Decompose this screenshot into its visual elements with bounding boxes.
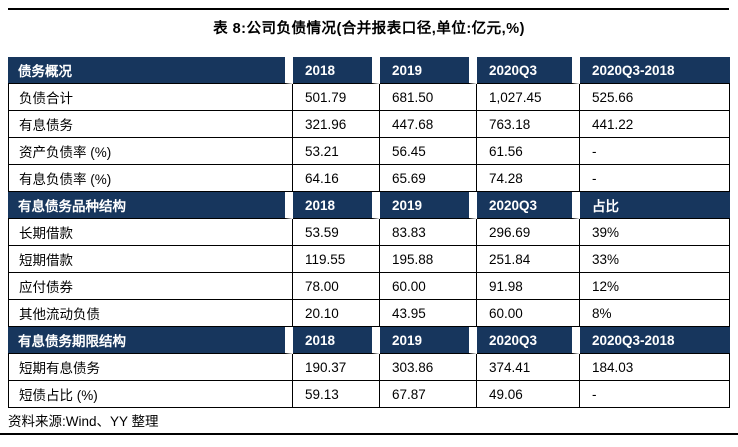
cell-value: 251.84 bbox=[477, 246, 580, 273]
row-label: 负债合计 bbox=[8, 84, 293, 111]
cell-value: 681.50 bbox=[380, 84, 477, 111]
cell-value: 441.22 bbox=[580, 111, 730, 138]
cell-value: 78.00 bbox=[293, 273, 380, 300]
row-label: 短债占比 (%) bbox=[8, 381, 293, 408]
cell-value: 59.13 bbox=[293, 381, 380, 408]
bottom-divider-rule bbox=[0, 433, 738, 435]
table-title: 表 8:公司负债情况(合并报表口径,单位:亿元,%) bbox=[213, 21, 525, 37]
cell-value: 190.37 bbox=[293, 354, 380, 381]
table-row: 短债占比 (%) 59.13 67.87 49.06 - bbox=[8, 381, 730, 408]
row-label: 短期有息债务 bbox=[8, 354, 293, 381]
table-row: 短期借款 119.55 195.88 251.84 33% bbox=[8, 246, 730, 273]
top-divider-rule bbox=[8, 8, 729, 10]
row-label: 长期借款 bbox=[8, 219, 293, 246]
cell-value: 56.45 bbox=[380, 138, 477, 165]
cell-value: - bbox=[580, 381, 730, 408]
cell-value: 43.95 bbox=[380, 300, 477, 327]
section-header-row-debt-overview: 债务概况 2018 2019 2020Q3 2020Q3-2018 bbox=[8, 57, 730, 84]
cell-value: 33% bbox=[580, 246, 730, 273]
cell-value: 39% bbox=[580, 219, 730, 246]
row-label: 有息负债率 (%) bbox=[8, 165, 293, 192]
row-label: 其他流动负债 bbox=[8, 300, 293, 327]
column-header: 2018 bbox=[293, 57, 380, 84]
cell-value: 501.79 bbox=[293, 84, 380, 111]
column-header: 2019 bbox=[380, 192, 477, 219]
cell-value: 53.59 bbox=[293, 219, 380, 246]
cell-value: 12% bbox=[580, 273, 730, 300]
cell-value: 195.88 bbox=[380, 246, 477, 273]
row-label: 有息债务 bbox=[8, 111, 293, 138]
cell-value: 447.68 bbox=[380, 111, 477, 138]
cell-value: 67.87 bbox=[380, 381, 477, 408]
cell-value: 64.16 bbox=[293, 165, 380, 192]
cell-value: 83.83 bbox=[380, 219, 477, 246]
row-label: 短期借款 bbox=[8, 246, 293, 273]
cell-value: 763.18 bbox=[477, 111, 580, 138]
column-header: 2020Q3-2018 bbox=[580, 57, 730, 84]
column-header: 2020Q3 bbox=[477, 192, 580, 219]
debt-table: 债务概况 2018 2019 2020Q3 2020Q3-2018 负债合计 5… bbox=[8, 57, 730, 408]
cell-value: 20.10 bbox=[293, 300, 380, 327]
table-row: 其他流动负债 20.10 43.95 60.00 8% bbox=[8, 300, 730, 327]
cell-value: 119.55 bbox=[293, 246, 380, 273]
cell-value: - bbox=[580, 165, 730, 192]
cell-value: 74.28 bbox=[477, 165, 580, 192]
row-label: 应付债券 bbox=[8, 273, 293, 300]
row-label: 资产负债率 (%) bbox=[8, 138, 293, 165]
source-note: 资料来源:Wind、YY 整理 bbox=[8, 414, 159, 429]
cell-value: 8% bbox=[580, 300, 730, 327]
column-header: 2020Q3-2018 bbox=[580, 327, 730, 354]
cell-value: 374.41 bbox=[477, 354, 580, 381]
cell-value: 60.00 bbox=[380, 273, 477, 300]
cell-value: 525.66 bbox=[580, 84, 730, 111]
table-row: 有息负债率 (%) 64.16 65.69 74.28 - bbox=[8, 165, 730, 192]
cell-value: 53.21 bbox=[293, 138, 380, 165]
column-header: 2020Q3 bbox=[477, 327, 580, 354]
table-row: 短期有息债务 190.37 303.86 374.41 184.03 bbox=[8, 354, 730, 381]
cell-value: 296.69 bbox=[477, 219, 580, 246]
section-title-cell: 有息债务品种结构 bbox=[8, 192, 293, 219]
section-header-row-debt-maturity-structure: 有息债务期限结构 2018 2019 2020Q3 2020Q3-2018 bbox=[8, 327, 730, 354]
column-header: 2019 bbox=[380, 327, 477, 354]
cell-value: 321.96 bbox=[293, 111, 380, 138]
column-header: 占比 bbox=[580, 192, 730, 219]
cell-value: 65.69 bbox=[380, 165, 477, 192]
column-header: 2020Q3 bbox=[477, 57, 580, 84]
cell-value: 91.98 bbox=[477, 273, 580, 300]
column-header: 2019 bbox=[380, 57, 477, 84]
cell-value: 303.86 bbox=[380, 354, 477, 381]
table-row: 应付债券 78.00 60.00 91.98 12% bbox=[8, 273, 730, 300]
table-row: 负债合计 501.79 681.50 1,027.45 525.66 bbox=[8, 84, 730, 111]
cell-value: 60.00 bbox=[477, 300, 580, 327]
table-row: 有息债务 321.96 447.68 763.18 441.22 bbox=[8, 111, 730, 138]
column-header: 2018 bbox=[293, 192, 380, 219]
section-header-row-debt-type-structure: 有息债务品种结构 2018 2019 2020Q3 占比 bbox=[8, 192, 730, 219]
cell-value: 61.56 bbox=[477, 138, 580, 165]
cell-value: - bbox=[580, 138, 730, 165]
cell-value: 49.06 bbox=[477, 381, 580, 408]
cell-value: 184.03 bbox=[580, 354, 730, 381]
section-title-cell: 债务概况 bbox=[8, 57, 293, 84]
cell-value: 1,027.45 bbox=[477, 84, 580, 111]
column-header: 2018 bbox=[293, 327, 380, 354]
table-row: 长期借款 53.59 83.83 296.69 39% bbox=[8, 219, 730, 246]
table-row: 资产负债率 (%) 53.21 56.45 61.56 - bbox=[8, 138, 730, 165]
section-title-cell: 有息债务期限结构 bbox=[8, 327, 293, 354]
